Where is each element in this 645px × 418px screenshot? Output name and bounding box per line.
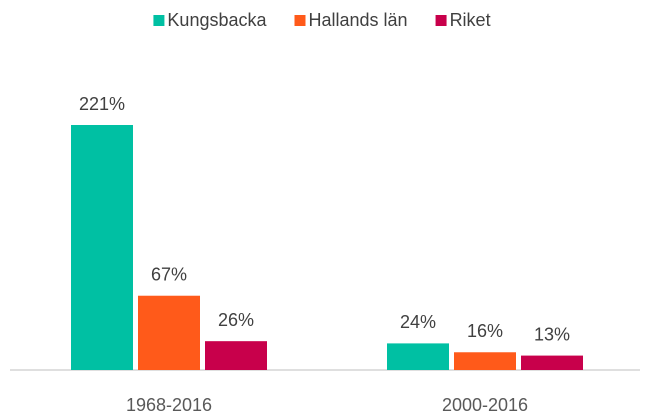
legend-swatch [294, 15, 306, 26]
legend-swatch [435, 15, 447, 26]
legend-label: Riket [450, 10, 491, 30]
bar [71, 125, 133, 370]
legend-label: Kungsbacka [167, 10, 267, 30]
data-label: 221% [79, 94, 125, 114]
bar [454, 352, 516, 370]
data-label: 26% [218, 310, 254, 330]
data-label: 24% [400, 312, 436, 332]
x-tick-label: 1968-2016 [126, 395, 212, 415]
bar [138, 295, 200, 370]
legend-label: Hallands län [309, 10, 408, 30]
x-tick-label: 2000-2016 [442, 395, 528, 415]
data-label: 67% [151, 264, 187, 284]
data-label: 16% [467, 321, 503, 341]
data-label: 13% [534, 324, 570, 344]
bar [205, 341, 267, 370]
legend-swatch [153, 15, 165, 26]
bar [521, 355, 583, 370]
bar [387, 343, 449, 370]
